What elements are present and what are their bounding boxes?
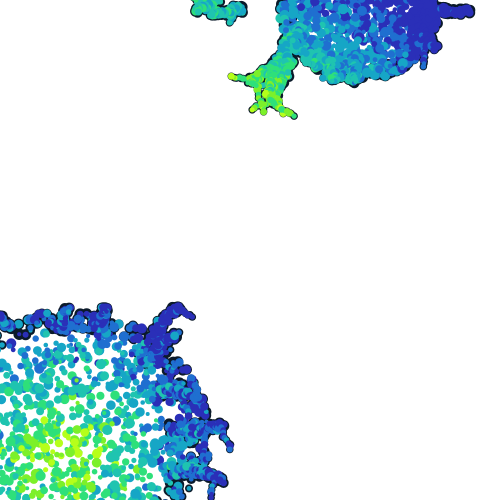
lower-left-cluster xyxy=(0,301,235,500)
upper-right-cluster xyxy=(190,0,476,120)
